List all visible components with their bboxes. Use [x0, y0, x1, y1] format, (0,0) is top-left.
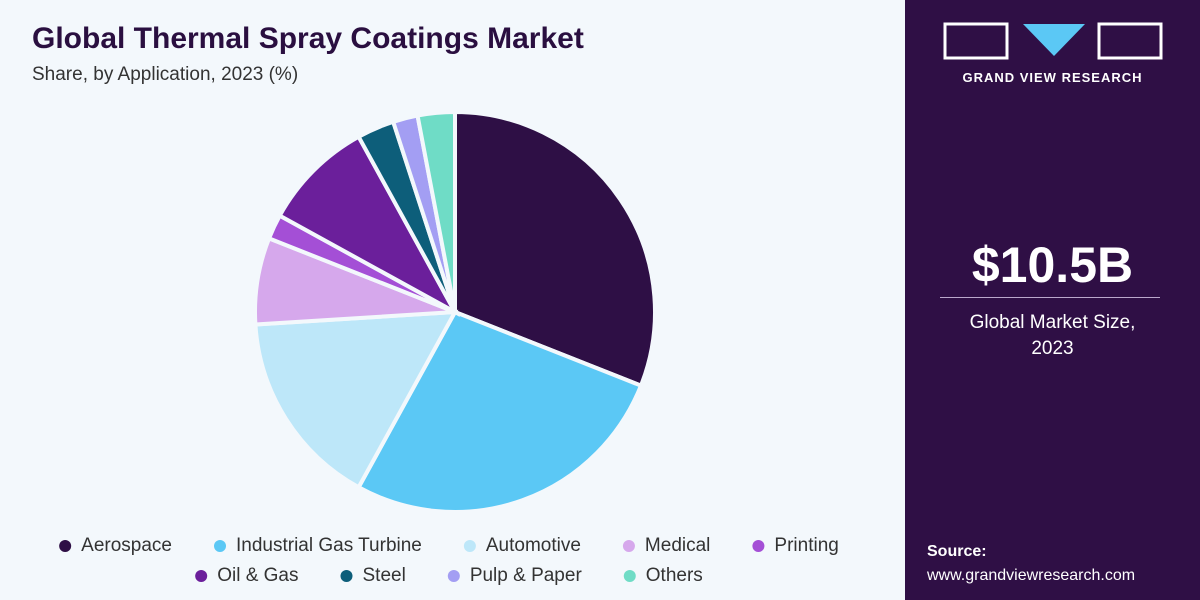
legend-swatch [214, 540, 227, 552]
pie-slice [277, 134, 461, 318]
legend-label: Others [646, 565, 703, 586]
legend-label: Automotive [486, 535, 581, 556]
source-url: www.grandviewresearch.com [927, 567, 1136, 584]
legend-swatch [622, 540, 635, 552]
legend-swatch [195, 570, 208, 582]
brand: GRAND VIEW RESEARCH [962, 70, 1143, 85]
legend-swatch [623, 570, 636, 582]
sidebar: GRAND VIEW RESEARCH $10.5B Global Market… [905, 0, 1200, 600]
divider [940, 297, 1160, 298]
legend-swatch [447, 570, 460, 582]
market-size-label: Global Market Size, 2023 [969, 312, 1136, 359]
chart-title: Global Thermal Spray Coatings Market [32, 22, 584, 55]
pie-slice [415, 109, 457, 313]
legend-label: Printing [774, 535, 838, 556]
legend-swatch [463, 540, 476, 552]
logo-v [1023, 24, 1085, 56]
source-label: Source: [927, 543, 987, 560]
legend-label: Oil & Gas [217, 565, 298, 586]
pie-slice [253, 309, 459, 490]
legend-label: Pulp & Paper [470, 565, 583, 586]
legend-swatch [59, 540, 72, 552]
legend-label: Medical [645, 535, 710, 556]
legend-label: Industrial Gas Turbine [236, 535, 422, 556]
legend-label: Steel [363, 565, 406, 586]
logo-g [943, 22, 1009, 60]
legend-swatch [340, 570, 353, 582]
logo [943, 22, 1163, 60]
logo-r [1097, 22, 1163, 60]
pie-slice [453, 109, 657, 389]
chart: Aerospace Industrial Gas Turbine Automotiv… [59, 109, 839, 587]
legend-swatch [752, 540, 765, 552]
market-size: $10.5B [971, 237, 1134, 293]
legend-label: Aerospace [81, 535, 172, 556]
chart-subtitle: Share, by Application, 2023 (%) [32, 64, 299, 85]
